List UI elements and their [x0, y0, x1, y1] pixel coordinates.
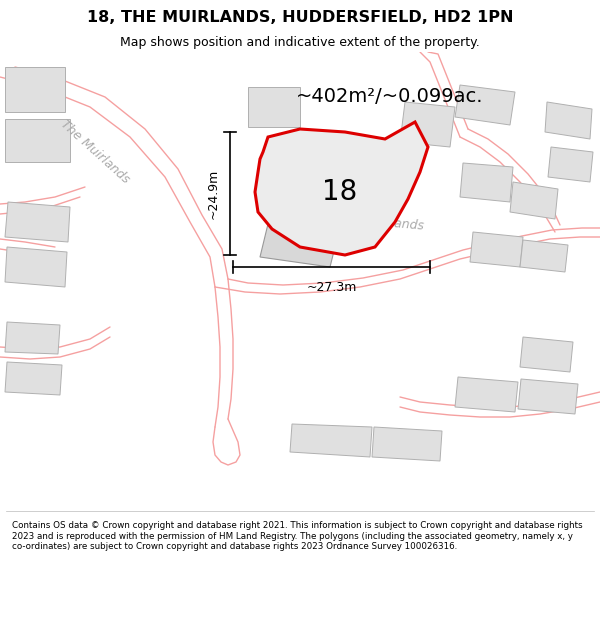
- Polygon shape: [455, 85, 515, 125]
- Polygon shape: [5, 322, 60, 354]
- Polygon shape: [290, 424, 372, 457]
- Polygon shape: [520, 240, 568, 272]
- Text: ~27.3m: ~27.3m: [307, 281, 356, 294]
- Polygon shape: [5, 119, 70, 162]
- Text: Contains OS data © Crown copyright and database right 2021. This information is : Contains OS data © Crown copyright and d…: [12, 521, 583, 551]
- Polygon shape: [5, 362, 62, 395]
- Polygon shape: [255, 122, 428, 255]
- Polygon shape: [545, 102, 592, 139]
- Text: The Muirlands: The Muirlands: [335, 212, 424, 232]
- Polygon shape: [518, 379, 578, 414]
- Polygon shape: [510, 182, 558, 219]
- Text: ~402m²/~0.099ac.: ~402m²/~0.099ac.: [296, 88, 484, 106]
- Text: ~24.9m: ~24.9m: [207, 168, 220, 219]
- Polygon shape: [470, 232, 523, 267]
- Polygon shape: [5, 247, 67, 287]
- Polygon shape: [260, 139, 320, 172]
- Polygon shape: [248, 87, 300, 127]
- Text: 18, THE MUIRLANDS, HUDDERSFIELD, HD2 1PN: 18, THE MUIRLANDS, HUDDERSFIELD, HD2 1PN: [87, 11, 513, 26]
- Polygon shape: [455, 377, 518, 412]
- Polygon shape: [548, 147, 593, 182]
- Text: 18: 18: [322, 178, 358, 206]
- Text: Map shows position and indicative extent of the property.: Map shows position and indicative extent…: [120, 36, 480, 49]
- Polygon shape: [5, 202, 70, 242]
- Polygon shape: [460, 163, 513, 202]
- Polygon shape: [260, 195, 345, 267]
- Polygon shape: [400, 102, 455, 147]
- Polygon shape: [372, 427, 442, 461]
- Text: The Muirlands: The Muirlands: [58, 118, 132, 186]
- Polygon shape: [520, 337, 573, 372]
- Polygon shape: [5, 67, 65, 112]
